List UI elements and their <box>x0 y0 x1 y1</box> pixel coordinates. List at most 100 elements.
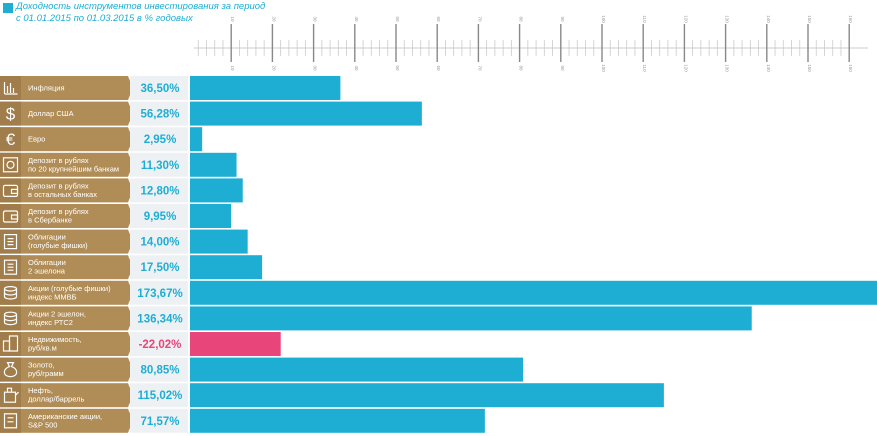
row-label: Акции (голубые фишки) <box>28 284 111 293</box>
row-value-cell <box>130 332 188 356</box>
row-value-label: -22,02% <box>139 339 182 351</box>
row-label: Инфляция <box>28 84 65 93</box>
gold-bag-icon <box>3 362 18 378</box>
row-value-cell <box>130 229 188 254</box>
row-icon-cell <box>0 101 21 126</box>
axis-tick-label-top: 50 <box>395 16 400 22</box>
axis-tick-label-top: 110 <box>642 15 647 23</box>
row-icon <box>3 82 18 95</box>
axis-tick-label-bottom: 120 <box>683 64 688 72</box>
row-icon <box>3 362 18 378</box>
receipt-icon <box>3 413 18 429</box>
bar <box>190 280 877 305</box>
row-value-label: 12,80% <box>140 185 179 197</box>
row-label: по 20 крупнейшим банкам <box>28 164 119 173</box>
axis-tick-label-top: 120 <box>683 15 688 23</box>
axis-tick-label-top: 140 <box>766 15 771 23</box>
axis-tick-label-bottom: 150 <box>807 64 812 72</box>
chart-rows: Инфляция 36,50% $ Доллар США 56,28% € Евро 2,95… <box>0 76 877 433</box>
row-icon <box>3 259 18 275</box>
row-icon-cell <box>0 280 21 305</box>
row-label-panel <box>0 229 128 254</box>
bar <box>190 204 231 228</box>
chart-row: Облигации(голубые фишки) 14,00% <box>0 229 248 254</box>
oil-can-spout-icon <box>6 387 19 396</box>
row-icon <box>3 234 18 250</box>
row-label: Недвижимость, <box>28 335 82 344</box>
row-value-label: 9,95% <box>144 211 177 223</box>
row-label-panel <box>0 101 128 126</box>
row-value-cell <box>130 178 188 203</box>
row-value-cell <box>130 408 188 433</box>
row-value-cell <box>130 152 188 177</box>
axis-tick-label-bottom: 10 <box>230 65 235 71</box>
row-value-cell <box>130 280 188 305</box>
row-value-cell <box>130 383 188 408</box>
row-value-label: 80,85% <box>140 365 179 377</box>
row-label: руб/кв.м <box>28 344 57 353</box>
row-label-panel <box>0 127 128 152</box>
safe-dial-icon <box>6 160 15 169</box>
chart-title: Доходность инструментов инвестирования з… <box>16 1 265 25</box>
row-value-label: 56,28% <box>140 109 179 121</box>
axis-tick-label-top: 90 <box>560 16 565 22</box>
row-label-panel <box>0 357 128 382</box>
chart-row: Акции 2 эшелон,индекс РТС2 136,34% <box>0 306 752 331</box>
row-icon <box>3 413 18 429</box>
row-icon <box>3 387 19 403</box>
chart-row: € Евро 2,95% <box>0 127 203 152</box>
chart-row: Инфляция 36,50% <box>0 76 341 100</box>
row-label: индекс РТС2 <box>28 318 73 327</box>
axis-tick-label-bottom: 40 <box>354 65 359 71</box>
row-icon <box>2 335 19 352</box>
row-label-panel <box>0 255 128 280</box>
row-value-label: 14,00% <box>140 237 179 249</box>
chart-row: $ Доллар США 56,28% <box>0 101 422 126</box>
row-label: Облигации <box>28 233 66 242</box>
row-label: руб/грамм <box>28 369 64 378</box>
row-icon-cell <box>0 127 21 152</box>
row-label: в остальных банках <box>28 190 97 199</box>
axis-tick-label-bottom: 20 <box>271 65 276 71</box>
row-label: (голубые фишки) <box>28 241 88 250</box>
row-icon: € <box>6 130 16 149</box>
chart-title-line-1: Доходность инструментов инвестирования з… <box>16 1 266 12</box>
document-lines-icon <box>7 263 14 271</box>
row-value-cell <box>130 76 188 100</box>
row-value-label: 17,50% <box>140 262 179 274</box>
row-label: 2 эшелона <box>28 267 66 276</box>
axis-tick-label-top: 160 <box>848 15 853 23</box>
axis-tick-label-top: 100 <box>601 15 606 23</box>
row-label: доллар/баррель <box>28 395 84 404</box>
row-value-label: 71,57% <box>140 416 179 428</box>
row-label: Облигации <box>28 258 66 267</box>
bar <box>190 152 237 177</box>
row-icon <box>3 285 18 300</box>
chart-row: Недвижимость,руб/кв.м -22,02% <box>0 332 281 356</box>
row-label-panel <box>0 408 128 433</box>
coins-mid-icon <box>3 318 18 322</box>
row-icon-cell <box>0 152 21 177</box>
row-value-cell <box>130 101 188 126</box>
row-icon-cell <box>0 408 21 433</box>
row-label-panel <box>0 306 128 331</box>
axis-tick-label-bottom: 70 <box>477 65 482 71</box>
row-value-cell <box>130 255 188 280</box>
bar <box>190 127 203 152</box>
wallet-clasp-icon <box>10 188 19 194</box>
row-value-label: 136,34% <box>137 313 182 325</box>
document-icon <box>3 259 18 275</box>
axis-tick-label-top: 40 <box>354 16 359 22</box>
row-label: Доллар США <box>28 109 74 118</box>
row-label: в Сбербанке <box>28 216 72 225</box>
bar <box>190 255 263 280</box>
bar <box>190 383 664 408</box>
row-value-cell <box>130 204 188 228</box>
axis-tick-label-bottom: 90 <box>560 65 565 71</box>
row-icon <box>2 157 19 173</box>
document-lines-icon <box>7 238 14 246</box>
row-icon-cell <box>0 306 21 331</box>
axis-tick-label-bottom: 160 <box>848 64 853 72</box>
